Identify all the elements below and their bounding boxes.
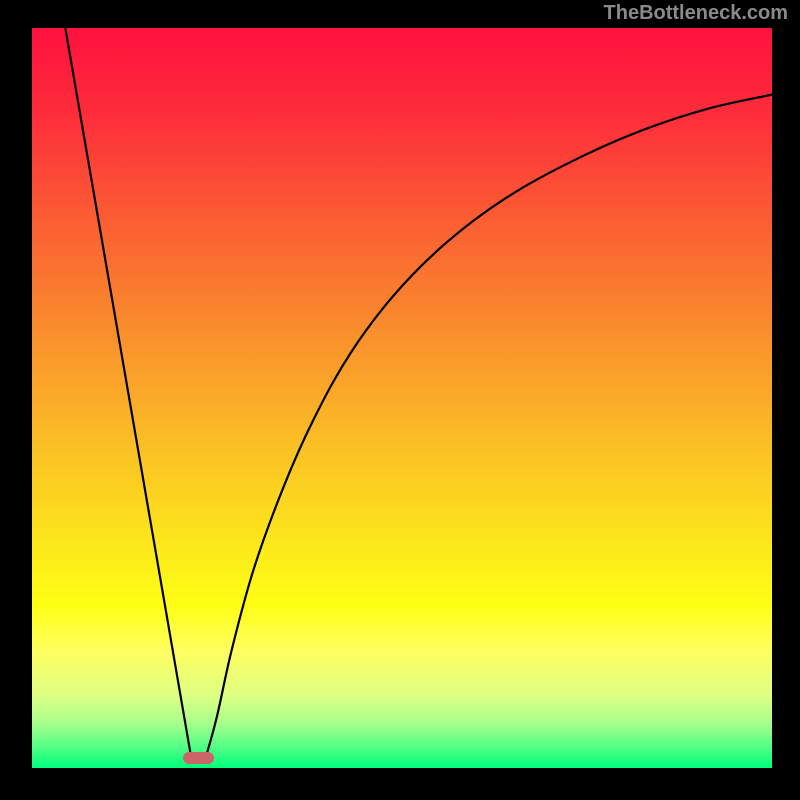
optimal-marker xyxy=(183,752,214,764)
chart-container: TheBottleneck.com xyxy=(0,0,800,800)
bottleneck-curve xyxy=(65,28,772,761)
watermark-text: TheBottleneck.com xyxy=(604,2,788,25)
curve-svg xyxy=(32,28,772,768)
plot-area xyxy=(32,28,772,768)
